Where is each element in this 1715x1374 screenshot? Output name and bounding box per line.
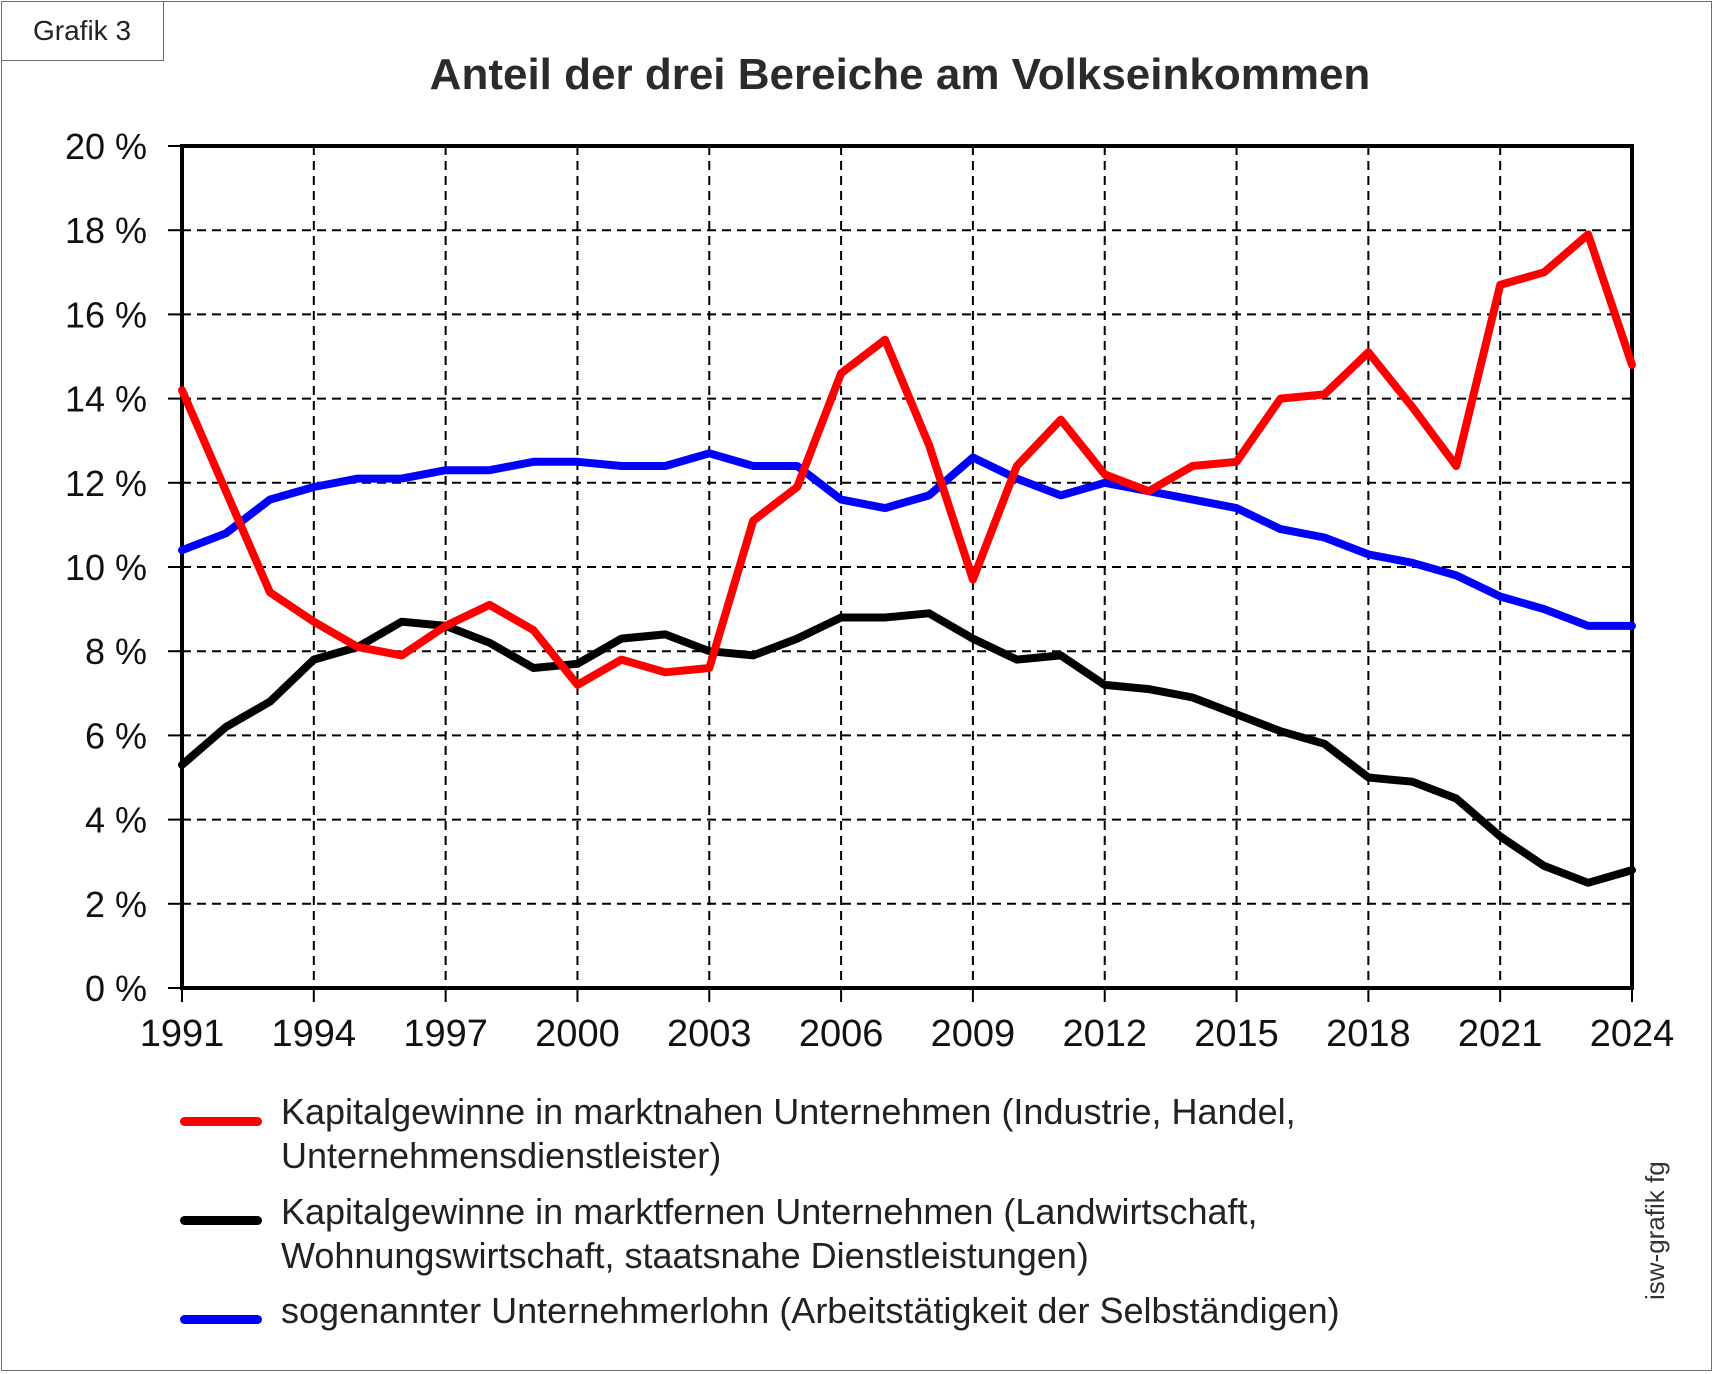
series-line-marktnah (178, 230, 1636, 689)
legend-label-line-1: sogenannter Unternehmerlohn (Arbeitstäti… (281, 1290, 1340, 1331)
x-tick-label: 1997 (403, 1013, 488, 1055)
x-tick-label: 2009 (931, 1013, 1016, 1055)
x-tick-label: 2006 (799, 1013, 884, 1055)
legend-swatch-black (180, 1216, 262, 1225)
x-tick-label: 2015 (1194, 1013, 1279, 1055)
legend-label-line-2: Wohnungswirtschaft, staatsnahe Dienstlei… (281, 1235, 1089, 1276)
legend-label-line-2: Unternehmensdienstleister) (281, 1135, 722, 1176)
series-line-marktfern (178, 609, 1636, 887)
x-tick-label: 2021 (1458, 1013, 1543, 1055)
legend-label-line-1: Kapitalgewinne in marktnahen Unternehmen… (281, 1091, 1296, 1132)
legend-swatch-blue (180, 1315, 262, 1324)
chart-title: Anteil der drei Bereiche am Volkseinkomm… (429, 50, 1371, 99)
y-tick-label: 6 % (85, 715, 147, 756)
y-tick-label: 4 % (85, 800, 147, 841)
y-tick-label: 18 % (65, 210, 147, 251)
line-chart: 0 % 2 % 4 % 6 % 8 % 10 % 12 % 14 % 16 % 18 % 20 % 1… (65, 126, 1675, 1055)
x-tick-label: 2024 (1590, 1013, 1675, 1055)
series-line-unternehmerlohn (178, 449, 1636, 630)
x-tick-label: 2000 (535, 1013, 620, 1055)
y-tick-label: 16 % (65, 294, 147, 335)
x-tick-label: 1994 (272, 1013, 357, 1055)
y-tick-label: 20 % (65, 126, 147, 167)
figure-number-badge: Grafik 3 (1, 1, 164, 61)
y-tick-label: 2 % (85, 884, 147, 925)
x-tick-label: 1991 (140, 1013, 225, 1055)
x-tick-label: 2012 (1062, 1013, 1147, 1055)
legend-label-line-1: Kapitalgewinne in marktfernen Unternehme… (281, 1191, 1258, 1232)
y-tick-label: 8 % (85, 631, 147, 672)
y-tick-label: 10 % (65, 547, 147, 588)
y-tick-label: 14 % (65, 379, 147, 420)
credit-text: isw-grafik fg (1640, 1161, 1670, 1300)
y-tick-label: 12 % (65, 463, 147, 504)
plot-area-border (180, 144, 1634, 990)
y-tick-label: 0 % (85, 968, 147, 1009)
legend-swatch-red (180, 1117, 262, 1126)
x-tick-label: 2003 (667, 1013, 752, 1055)
x-tick-label: 2018 (1326, 1013, 1411, 1055)
